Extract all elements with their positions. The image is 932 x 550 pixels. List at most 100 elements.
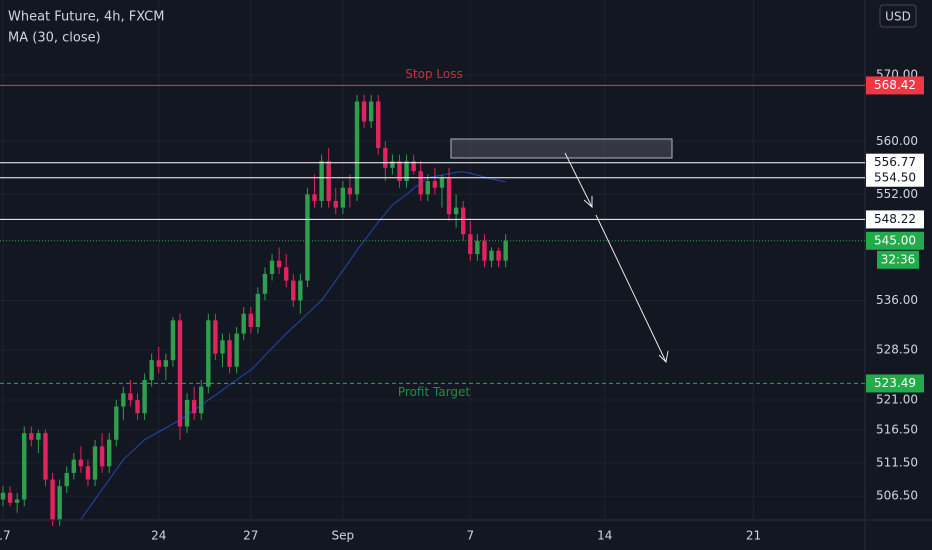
candle-body [312,194,317,201]
candle-body [255,293,261,327]
y-tick-label: 511.50 [876,455,918,469]
candle-body [142,380,147,414]
candle-body [333,200,338,208]
candle-body [50,479,55,520]
price-label-box [866,231,924,250]
price-label: 554.50 [874,170,916,184]
currency: USD [885,10,911,24]
y-tick-label: 521.00 [876,392,918,406]
candle-body [461,207,466,235]
candle-body [114,406,119,440]
arrow [595,214,667,363]
indicator-label: MA (30, close) [8,31,101,46]
candle-body [220,340,225,354]
candle-body [340,187,346,208]
arrow-head [658,350,669,364]
candle-body [354,101,360,195]
candle-body [361,101,367,122]
candle-body [262,273,268,294]
candle-body [411,161,416,172]
candle-body [347,187,353,195]
x-tick-label: 21 [746,529,761,543]
candle-body [276,260,282,268]
candle-body [199,386,204,414]
x-tick-label: 24 [151,529,166,543]
candle-body [453,207,459,215]
candle-body [92,446,98,480]
price-axis: 570.00560.00552.00536.00528.50521.00516.… [876,67,918,502]
candle-body [170,320,176,361]
arrow-head [583,196,593,209]
candle-body [14,499,20,503]
candle-body [397,161,402,182]
price-label: 545.00 [874,233,916,247]
candle-body [206,320,211,387]
candle-body [43,433,48,480]
arrow [564,152,593,208]
candle-body [121,393,126,407]
candle-body [475,240,480,255]
candle-body [404,161,409,182]
candle-body [432,181,438,188]
candle-body [305,194,310,281]
price-label-box [866,168,924,187]
price-label: 548.22 [874,212,916,226]
price-label-box [866,210,924,229]
candle-body [107,439,112,467]
candle-body [128,393,133,400]
candle-body [248,313,253,327]
y-tick-label: 506.50 [876,489,918,503]
x-tick-label: 7 [466,529,474,543]
x-tick-label: Sep [332,529,355,543]
y-tick-label: 536.00 [876,293,918,307]
candle-body [284,267,289,281]
candle-body [326,161,331,201]
candle-body [482,240,487,261]
x-tick-label: 14 [597,529,612,543]
candle-body [319,161,324,201]
price-label-box [866,76,924,95]
candle-body [439,177,445,188]
candle-body [234,333,239,367]
candle-body [156,360,161,367]
candle-body [376,101,381,148]
currency-box [879,4,917,28]
candle-body [64,472,69,487]
candle-body [298,280,303,301]
x-tick-label: 17 [0,529,11,543]
zone-rectangle [450,138,673,159]
candle-body [269,260,275,274]
candle-body [99,446,105,467]
y-tick-label: 560.00 [876,134,918,148]
price-label-box [866,153,924,172]
candle-body [57,486,62,520]
level-name: Profit Target [398,385,471,399]
y-tick-label: 516.50 [876,422,918,436]
candle-body [149,360,154,381]
candle-body [368,101,374,122]
candle-body [85,466,91,480]
y-tick-label: 552.00 [876,187,918,201]
candle-body [446,177,452,215]
plot [0,94,508,526]
level-name: Stop Loss [405,67,462,81]
candle-body [163,360,169,367]
ma-line [80,171,506,520]
candle-body [383,147,388,168]
candle-body [425,181,430,195]
candle-body [191,399,197,414]
candle-body [489,250,494,261]
candle-body [241,313,246,334]
candle-body [291,280,296,301]
candle-body [227,340,232,367]
candle-body [22,433,27,500]
candle-body [0,492,6,500]
candle-body [135,399,140,414]
chart-title: Wheat Future, 4h, FXCM [8,10,164,25]
candle-body [390,161,395,168]
candle-body [503,240,508,261]
x-tick-label: 27 [243,529,258,543]
